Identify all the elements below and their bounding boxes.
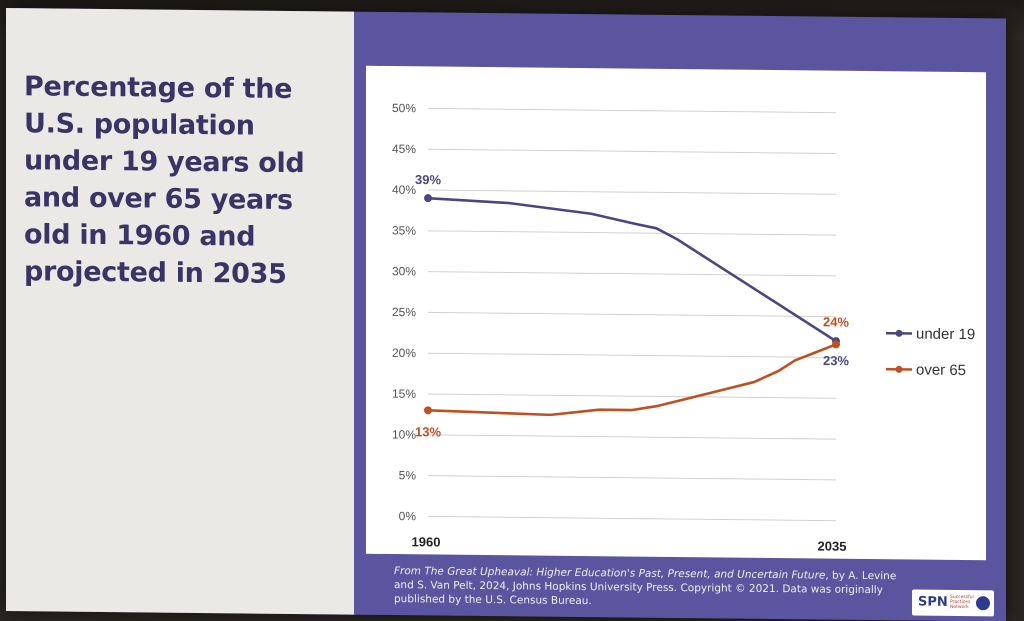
gridline: [428, 190, 836, 194]
y-tick-label: 40%: [392, 183, 416, 197]
data-point: [424, 194, 432, 202]
logo-text: SPN: [918, 595, 948, 610]
y-tick-label: 0%: [399, 509, 417, 523]
data-label: 13%: [415, 424, 441, 439]
y-tick-label: 45%: [392, 142, 416, 156]
gridline: [428, 353, 836, 357]
y-tick-label: 50%: [392, 101, 416, 115]
gridline: [428, 476, 836, 480]
gridline: [428, 394, 836, 398]
x-tick-label: 2035: [818, 538, 847, 553]
legend-swatch-marker: [896, 366, 903, 373]
gridline: [428, 108, 836, 112]
gridline: [428, 272, 836, 276]
gridline: [428, 149, 836, 153]
gridline: [428, 516, 836, 520]
series-line-over-65: [428, 340, 836, 418]
y-tick-label: 10%: [392, 427, 416, 441]
source-citation: From The Great Upheaval: Higher Educatio…: [394, 564, 914, 611]
x-tick-label: 1960: [412, 534, 441, 549]
data-label: 39%: [415, 172, 441, 187]
y-tick-label: 15%: [392, 387, 416, 401]
presentation-slide: Percentage of the U.S. population under …: [6, 8, 1006, 621]
legend-label: under 19: [916, 326, 975, 344]
logo-subtitle: Successful Practices Network: [950, 595, 970, 610]
y-tick-label: 20%: [392, 346, 416, 360]
data-label: 24%: [823, 314, 849, 329]
gridline: [428, 231, 836, 235]
title-panel: Percentage of the U.S. population under …: [6, 8, 354, 615]
gridline: [428, 435, 836, 439]
slide-title: Percentage of the U.S. population under …: [24, 68, 344, 293]
y-tick-label: 35%: [392, 223, 416, 237]
gridline: [428, 312, 836, 316]
spn-seal-icon: [976, 596, 990, 610]
legend-swatch-marker: [896, 330, 903, 337]
chart-panel: 0% 5% 10% 15% 20% 25% 30% 35% 40% 45% 50% 1960 2035 3…: [366, 66, 986, 560]
y-tick-label: 5%: [399, 468, 417, 482]
y-tick-label: 30%: [392, 264, 416, 278]
data-label: 23%: [823, 353, 849, 368]
data-point: [424, 406, 432, 414]
series-line-under-19: [428, 198, 836, 341]
line-chart: 0% 5% 10% 15% 20% 25% 30% 35% 40% 45% 50% 1960 2035 3…: [366, 66, 986, 560]
legend-label: over 65: [916, 362, 966, 380]
y-tick-label: 25%: [392, 305, 416, 319]
spn-logo: SPN Successful Practices Network: [912, 589, 994, 616]
